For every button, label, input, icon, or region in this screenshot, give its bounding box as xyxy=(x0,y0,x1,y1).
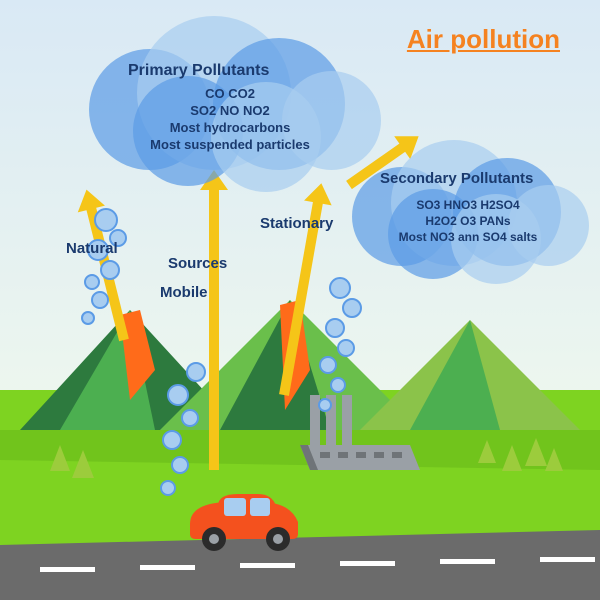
emission-bubble xyxy=(100,260,120,280)
emission-bubble xyxy=(160,480,176,496)
source-stationary: Stationary xyxy=(260,215,333,232)
emission-bubble xyxy=(91,291,109,309)
tree-icon xyxy=(525,438,547,466)
tree-icon xyxy=(478,440,496,463)
factory-icon xyxy=(300,375,430,495)
primary-title: Primary Pollutants xyxy=(128,62,269,80)
emission-bubble xyxy=(337,339,355,357)
emission-bubble xyxy=(171,456,189,474)
emission-bubble xyxy=(84,274,100,290)
sources-heading: Sources xyxy=(168,255,227,272)
emission-bubble xyxy=(330,377,346,393)
emission-bubble xyxy=(325,318,345,338)
emission-bubble xyxy=(329,277,351,299)
emission-bubble xyxy=(94,208,118,232)
tree-icon xyxy=(545,448,563,471)
primary-pollutant-line: Most hydrocarbons xyxy=(170,120,291,135)
emission-bubble xyxy=(342,298,362,318)
emission-bubble xyxy=(318,398,332,412)
secondary-pollutant-line: Most NO3 ann SO4 salts xyxy=(399,230,538,244)
tree-icon xyxy=(72,450,94,478)
tree-icon xyxy=(502,445,522,471)
secondary-pollutant-line: SO3 HNO3 H2SO4 xyxy=(416,198,519,212)
secondary-title: Secondary Pollutants xyxy=(380,170,533,187)
emission-bubble xyxy=(186,362,206,382)
primary-pollutant-line: CO CO2 xyxy=(205,86,255,101)
source-natural: Natural xyxy=(66,240,118,257)
emission-bubble xyxy=(81,311,95,325)
emission-bubble xyxy=(181,409,199,427)
source-mobile: Mobile xyxy=(160,284,208,301)
page-title: Air pollution xyxy=(407,24,560,55)
primary-pollutant-line: Most suspended particles xyxy=(150,137,310,152)
emission-bubble xyxy=(162,430,182,450)
emission-bubble xyxy=(167,384,189,406)
infographic-canvas: Air pollution Primary Pollutants CO CO2 S… xyxy=(0,0,600,600)
emission-bubble xyxy=(319,356,337,374)
tree-icon xyxy=(50,445,70,471)
primary-pollutant-line: SO2 NO NO2 xyxy=(190,103,269,118)
flow-arrow xyxy=(205,170,223,470)
secondary-pollutant-line: H2O2 O3 PANs xyxy=(425,214,510,228)
car-icon xyxy=(180,484,310,554)
